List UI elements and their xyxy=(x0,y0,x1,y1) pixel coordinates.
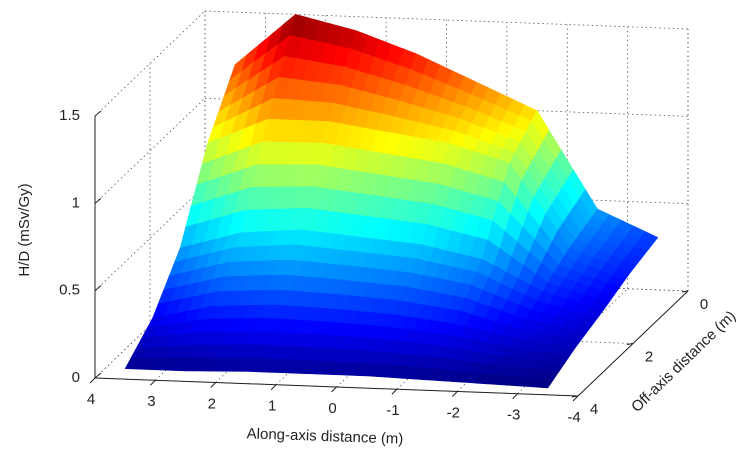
z-tick-label: 1.5 xyxy=(59,107,80,124)
surface-patch xyxy=(535,378,554,389)
y-tick xyxy=(626,343,634,345)
z-axis-label: H/D (mSv/Gy) xyxy=(16,183,33,276)
x-tick xyxy=(210,382,217,388)
x-tick-label: 2 xyxy=(208,395,216,412)
x-tick xyxy=(89,377,96,384)
x-tick-label: -2 xyxy=(447,404,460,421)
x-tick xyxy=(391,388,398,395)
z-tick-label: 0.5 xyxy=(59,282,80,299)
z-tick-label: 0 xyxy=(72,369,80,386)
z-tick xyxy=(94,197,102,204)
z-tick xyxy=(94,285,102,292)
grid-line xyxy=(94,10,206,117)
y-tick xyxy=(571,395,579,398)
x-tick xyxy=(451,391,458,397)
y-tick xyxy=(681,290,689,293)
x-tick xyxy=(150,379,156,386)
grid-line xyxy=(517,288,628,395)
x-tick xyxy=(572,395,579,402)
z-tick xyxy=(94,110,102,117)
x-tick xyxy=(512,393,518,400)
grid-line xyxy=(94,185,206,291)
x-tick-label: 0 xyxy=(328,400,336,417)
x-tick-label: -1 xyxy=(386,402,399,419)
grid-line xyxy=(94,98,206,204)
y-tick-label: 4 xyxy=(590,401,598,418)
y-tick-label: 0 xyxy=(700,296,708,313)
x-tick xyxy=(331,386,337,393)
z-tick-label: 1 xyxy=(72,194,80,211)
y-tick-label: 2 xyxy=(645,348,653,365)
x-axis-label: Along-axis distance (m) xyxy=(246,425,403,447)
x-tick-label: -3 xyxy=(507,407,520,424)
x-tick-label: -4 xyxy=(567,409,580,426)
x-tick-label: 1 xyxy=(268,398,276,415)
x-tick xyxy=(270,384,277,391)
x-tick-label: 3 xyxy=(147,393,155,410)
z-tick xyxy=(94,372,102,379)
x-tick-label: 4 xyxy=(87,391,95,408)
